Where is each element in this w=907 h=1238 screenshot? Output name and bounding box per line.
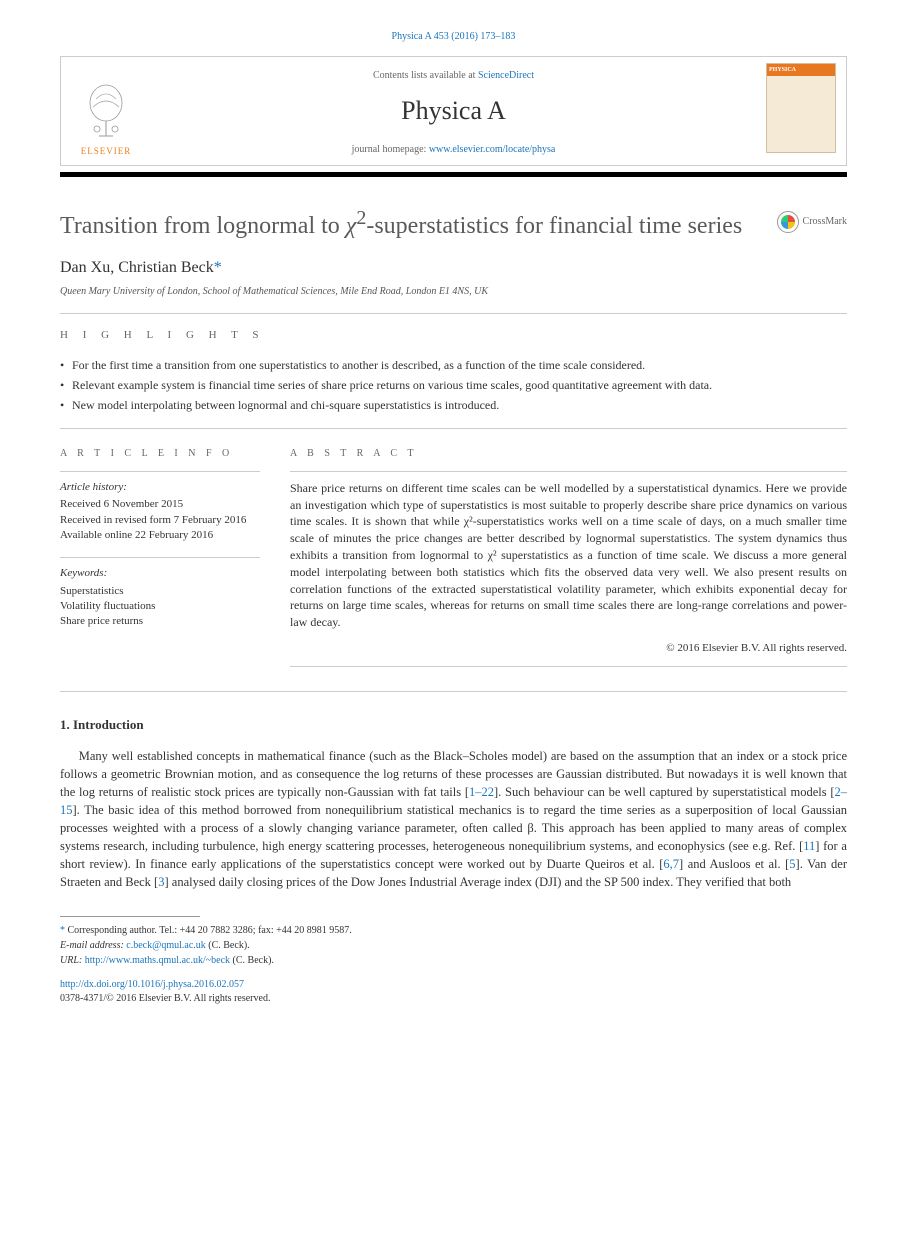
crossmark-badge[interactable]: CrossMark [777,211,847,233]
divider [290,666,847,667]
authors-line: Dan Xu, Christian Beck* [60,257,847,279]
body-text-segment: ]. Such behaviour can be well captured b… [494,785,835,799]
article-title: Transition from lognormal to χ2-supersta… [60,205,757,242]
abstract-column: a b s t r a c t Share price returns on d… [290,447,847,668]
corresponding-author-footnote: * Corresponding author. Tel.: +44 20 788… [60,923,847,968]
citation-link[interactable]: 1–22 [469,785,494,799]
contents-available-line: Contents lists available at ScienceDirec… [151,69,756,83]
keyword: Superstatistics [60,584,260,599]
highlight-item: Relevant example system is financial tim… [60,377,847,394]
journal-banner: ELSEVIER Contents lists available at Sci… [60,56,847,166]
banner-center: Contents lists available at ScienceDirec… [151,57,756,165]
publisher-logo-block: ELSEVIER [61,57,151,165]
divider [290,471,847,472]
keyword: Volatility fluctuations [60,599,260,614]
section-heading-introduction: 1. Introduction [60,716,847,734]
homepage-line: journal homepage: www.elsevier.com/locat… [151,143,756,157]
keywords-head: Keywords: [60,566,260,581]
cover-title: PHYSICA [767,64,835,76]
email-label: E-mail address: [60,940,126,951]
divider [60,471,260,472]
doi-block: http://dx.doi.org/10.1016/j.physa.2016.0… [60,978,847,1006]
history-item: Available online 22 February 2016 [60,528,260,543]
article-info-column: a r t i c l e i n f o Article history: R… [60,447,260,668]
abstract-copyright: © 2016 Elsevier B.V. All rights reserved… [290,641,847,656]
contents-prefix: Contents lists available at [373,70,478,81]
journal-cover-thumb: PHYSICA [766,63,836,153]
highlight-item: New model interpolating between lognorma… [60,397,847,414]
citation-link[interactable]: 11 [803,839,815,853]
body-text-segment: ] and Ausloos et al. [ [679,857,789,871]
elsevier-label: ELSEVIER [81,145,132,158]
header-reference: Physica A 453 (2016) 173–183 [60,30,847,44]
divider [60,691,847,692]
corr-author-text: Corresponding author. Tel.: +44 20 7882 … [68,925,352,936]
divider [60,557,260,558]
body-text-segment: ] analysed daily closing prices of the D… [164,875,791,889]
crossmark-icon [777,211,799,233]
body-paragraph: Many well established concepts in mathem… [60,747,847,892]
doi-link[interactable]: http://dx.doi.org/10.1016/j.physa.2016.0… [60,979,244,990]
email-link[interactable]: c.beck@qmul.ac.uk [126,940,205,951]
authors-names: Dan Xu, Christian Beck [60,259,214,276]
abstract-text: Share price returns on different time sc… [290,480,847,631]
history-item: Received 6 November 2015 [60,497,260,512]
article-history-head: Article history: [60,480,260,495]
author-url-link[interactable]: http://www.maths.qmul.ac.uk/~beck [85,955,230,966]
highlights-label: h i g h l i g h t s [60,328,847,343]
body-text-segment: ]. The basic idea of this method borrowe… [60,803,847,853]
highlights-list: For the first time a transition from one… [60,357,847,413]
citation-link[interactable]: 6,7 [663,857,679,871]
crossmark-label: CrossMark [803,215,847,229]
banner-cover: PHYSICA [756,57,846,165]
sciencedirect-link[interactable]: ScienceDirect [478,70,534,81]
footnote-separator [60,916,200,917]
email-suffix: (C. Beck). [206,940,250,951]
corr-star-icon: * [60,925,65,936]
affiliation: Queen Mary University of London, School … [60,285,847,299]
homepage-link[interactable]: www.elsevier.com/locate/physa [429,144,556,155]
divider [60,313,847,314]
keyword: Share price returns [60,614,260,629]
homepage-prefix: journal homepage: [352,144,429,155]
corresponding-author-mark: * [214,259,222,276]
divider [60,428,847,429]
url-label: URL: [60,955,85,966]
url-suffix: (C. Beck). [230,955,274,966]
black-divider-bar [60,172,847,177]
history-item: Received in revised form 7 February 2016 [60,513,260,528]
elsevier-tree-icon [81,81,131,141]
highlight-item: For the first time a transition from one… [60,357,847,374]
issn-copyright: 0378-4371/© 2016 Elsevier B.V. All right… [60,993,270,1004]
journal-name: Physica A [151,93,756,129]
article-info-label: a r t i c l e i n f o [60,447,260,461]
abstract-label: a b s t r a c t [290,447,847,461]
